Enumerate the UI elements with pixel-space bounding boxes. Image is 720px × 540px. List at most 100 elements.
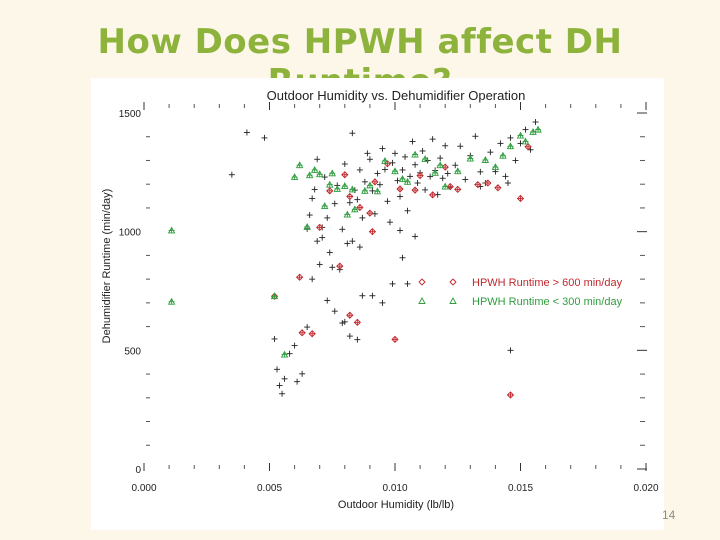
data-point bbox=[457, 143, 464, 150]
data-point-high-plus bbox=[454, 186, 461, 193]
data-point-high-plus bbox=[517, 195, 524, 202]
data-point bbox=[341, 161, 348, 168]
y-axis: 0 500 1000 1500 bbox=[119, 109, 647, 476]
data-point-high bbox=[336, 262, 344, 270]
data-point bbox=[299, 370, 306, 377]
data-point bbox=[341, 318, 348, 325]
data-point bbox=[437, 155, 444, 162]
data-point bbox=[409, 138, 416, 145]
legend-marker-low bbox=[418, 297, 457, 304]
data-point bbox=[316, 261, 323, 268]
data-point bbox=[228, 171, 235, 178]
data-point-low bbox=[381, 157, 389, 164]
data-point bbox=[349, 238, 356, 245]
x-tick-label: 0.000 bbox=[131, 483, 156, 494]
data-point-high bbox=[416, 172, 424, 180]
data-point bbox=[294, 378, 301, 385]
data-point-low bbox=[521, 137, 530, 145]
data-point-high bbox=[356, 203, 364, 212]
data-point bbox=[281, 375, 288, 382]
data-point-low bbox=[280, 350, 289, 358]
data-point-high bbox=[368, 228, 377, 236]
x-axis: 0.000 0.005 0.010 0.015 0.020 bbox=[131, 102, 659, 494]
data-point bbox=[311, 186, 318, 193]
data-point bbox=[379, 145, 386, 152]
data-point-low bbox=[343, 210, 352, 218]
data-point-high-plus bbox=[429, 191, 436, 198]
data-point-high-plus bbox=[507, 391, 514, 398]
data-point-low bbox=[295, 161, 304, 169]
data-point bbox=[314, 238, 321, 245]
data-point-high bbox=[383, 160, 392, 168]
data-point-low bbox=[366, 181, 374, 189]
data-point bbox=[309, 195, 316, 202]
page-number: 14 bbox=[662, 508, 676, 522]
data-point-high bbox=[524, 143, 532, 151]
data-point-high bbox=[353, 318, 361, 326]
data-point-high-plus bbox=[369, 228, 376, 235]
data-point-high bbox=[454, 185, 462, 194]
data-point-low bbox=[167, 297, 176, 305]
data-point-low bbox=[441, 182, 449, 190]
data-point-low bbox=[436, 161, 444, 169]
data-point-low bbox=[341, 182, 349, 190]
data-point-low bbox=[270, 292, 279, 300]
data-point-high-plus bbox=[346, 193, 353, 200]
data-point-high-plus bbox=[296, 274, 303, 281]
data-point-high bbox=[371, 178, 379, 186]
y-tick-label: 0 bbox=[135, 465, 141, 476]
data-point-high-plus bbox=[494, 184, 501, 191]
data-point bbox=[429, 136, 436, 143]
data-point bbox=[306, 212, 313, 219]
data-point-high bbox=[295, 273, 304, 281]
data-point bbox=[522, 126, 529, 133]
data-point-high bbox=[474, 181, 482, 189]
data-point-high bbox=[429, 191, 437, 199]
data-point bbox=[419, 147, 426, 154]
data-point bbox=[359, 214, 366, 221]
data-point-low bbox=[398, 175, 407, 182]
data-point bbox=[487, 149, 494, 156]
data-point bbox=[331, 308, 338, 315]
legend-triangle-marker bbox=[418, 297, 426, 304]
data-point-high bbox=[366, 209, 374, 217]
data-point bbox=[507, 347, 514, 354]
data-point bbox=[261, 134, 268, 141]
data-point bbox=[324, 214, 331, 221]
data-point-high-plus bbox=[474, 181, 481, 188]
data-point-high bbox=[316, 223, 324, 232]
data-point bbox=[339, 320, 346, 327]
data-point bbox=[452, 162, 459, 169]
data-point bbox=[512, 157, 519, 164]
data-point bbox=[412, 233, 419, 240]
data-point-low bbox=[391, 167, 399, 175]
data-point-low bbox=[303, 222, 311, 230]
data-point bbox=[386, 219, 393, 226]
data-point-high-plus bbox=[354, 319, 361, 326]
data-point-high bbox=[341, 171, 349, 179]
data-point-low bbox=[529, 128, 537, 135]
data-point-high bbox=[396, 185, 404, 193]
data-point-high-plus bbox=[412, 187, 419, 194]
data-point-high bbox=[484, 179, 492, 187]
data-point bbox=[366, 156, 373, 163]
data-point-low bbox=[499, 151, 507, 159]
data-point bbox=[389, 280, 396, 287]
data-point-high-plus bbox=[484, 180, 491, 187]
data-point bbox=[399, 166, 406, 173]
data-point-high-plus bbox=[397, 185, 404, 192]
data-points bbox=[167, 119, 542, 399]
data-point bbox=[404, 280, 411, 287]
data-point bbox=[384, 198, 391, 205]
data-point-high bbox=[411, 186, 419, 194]
data-point-high-plus bbox=[392, 336, 398, 343]
data-point bbox=[291, 342, 298, 349]
data-point-low bbox=[491, 163, 500, 171]
data-point-high-plus bbox=[316, 224, 323, 231]
data-point bbox=[397, 227, 404, 234]
data-point-low bbox=[320, 202, 329, 209]
data-point-high bbox=[494, 184, 502, 192]
data-point-low bbox=[305, 171, 314, 179]
legend-item-high: HPWH Runtime > 600 min/day bbox=[418, 277, 623, 289]
data-point bbox=[399, 254, 406, 261]
